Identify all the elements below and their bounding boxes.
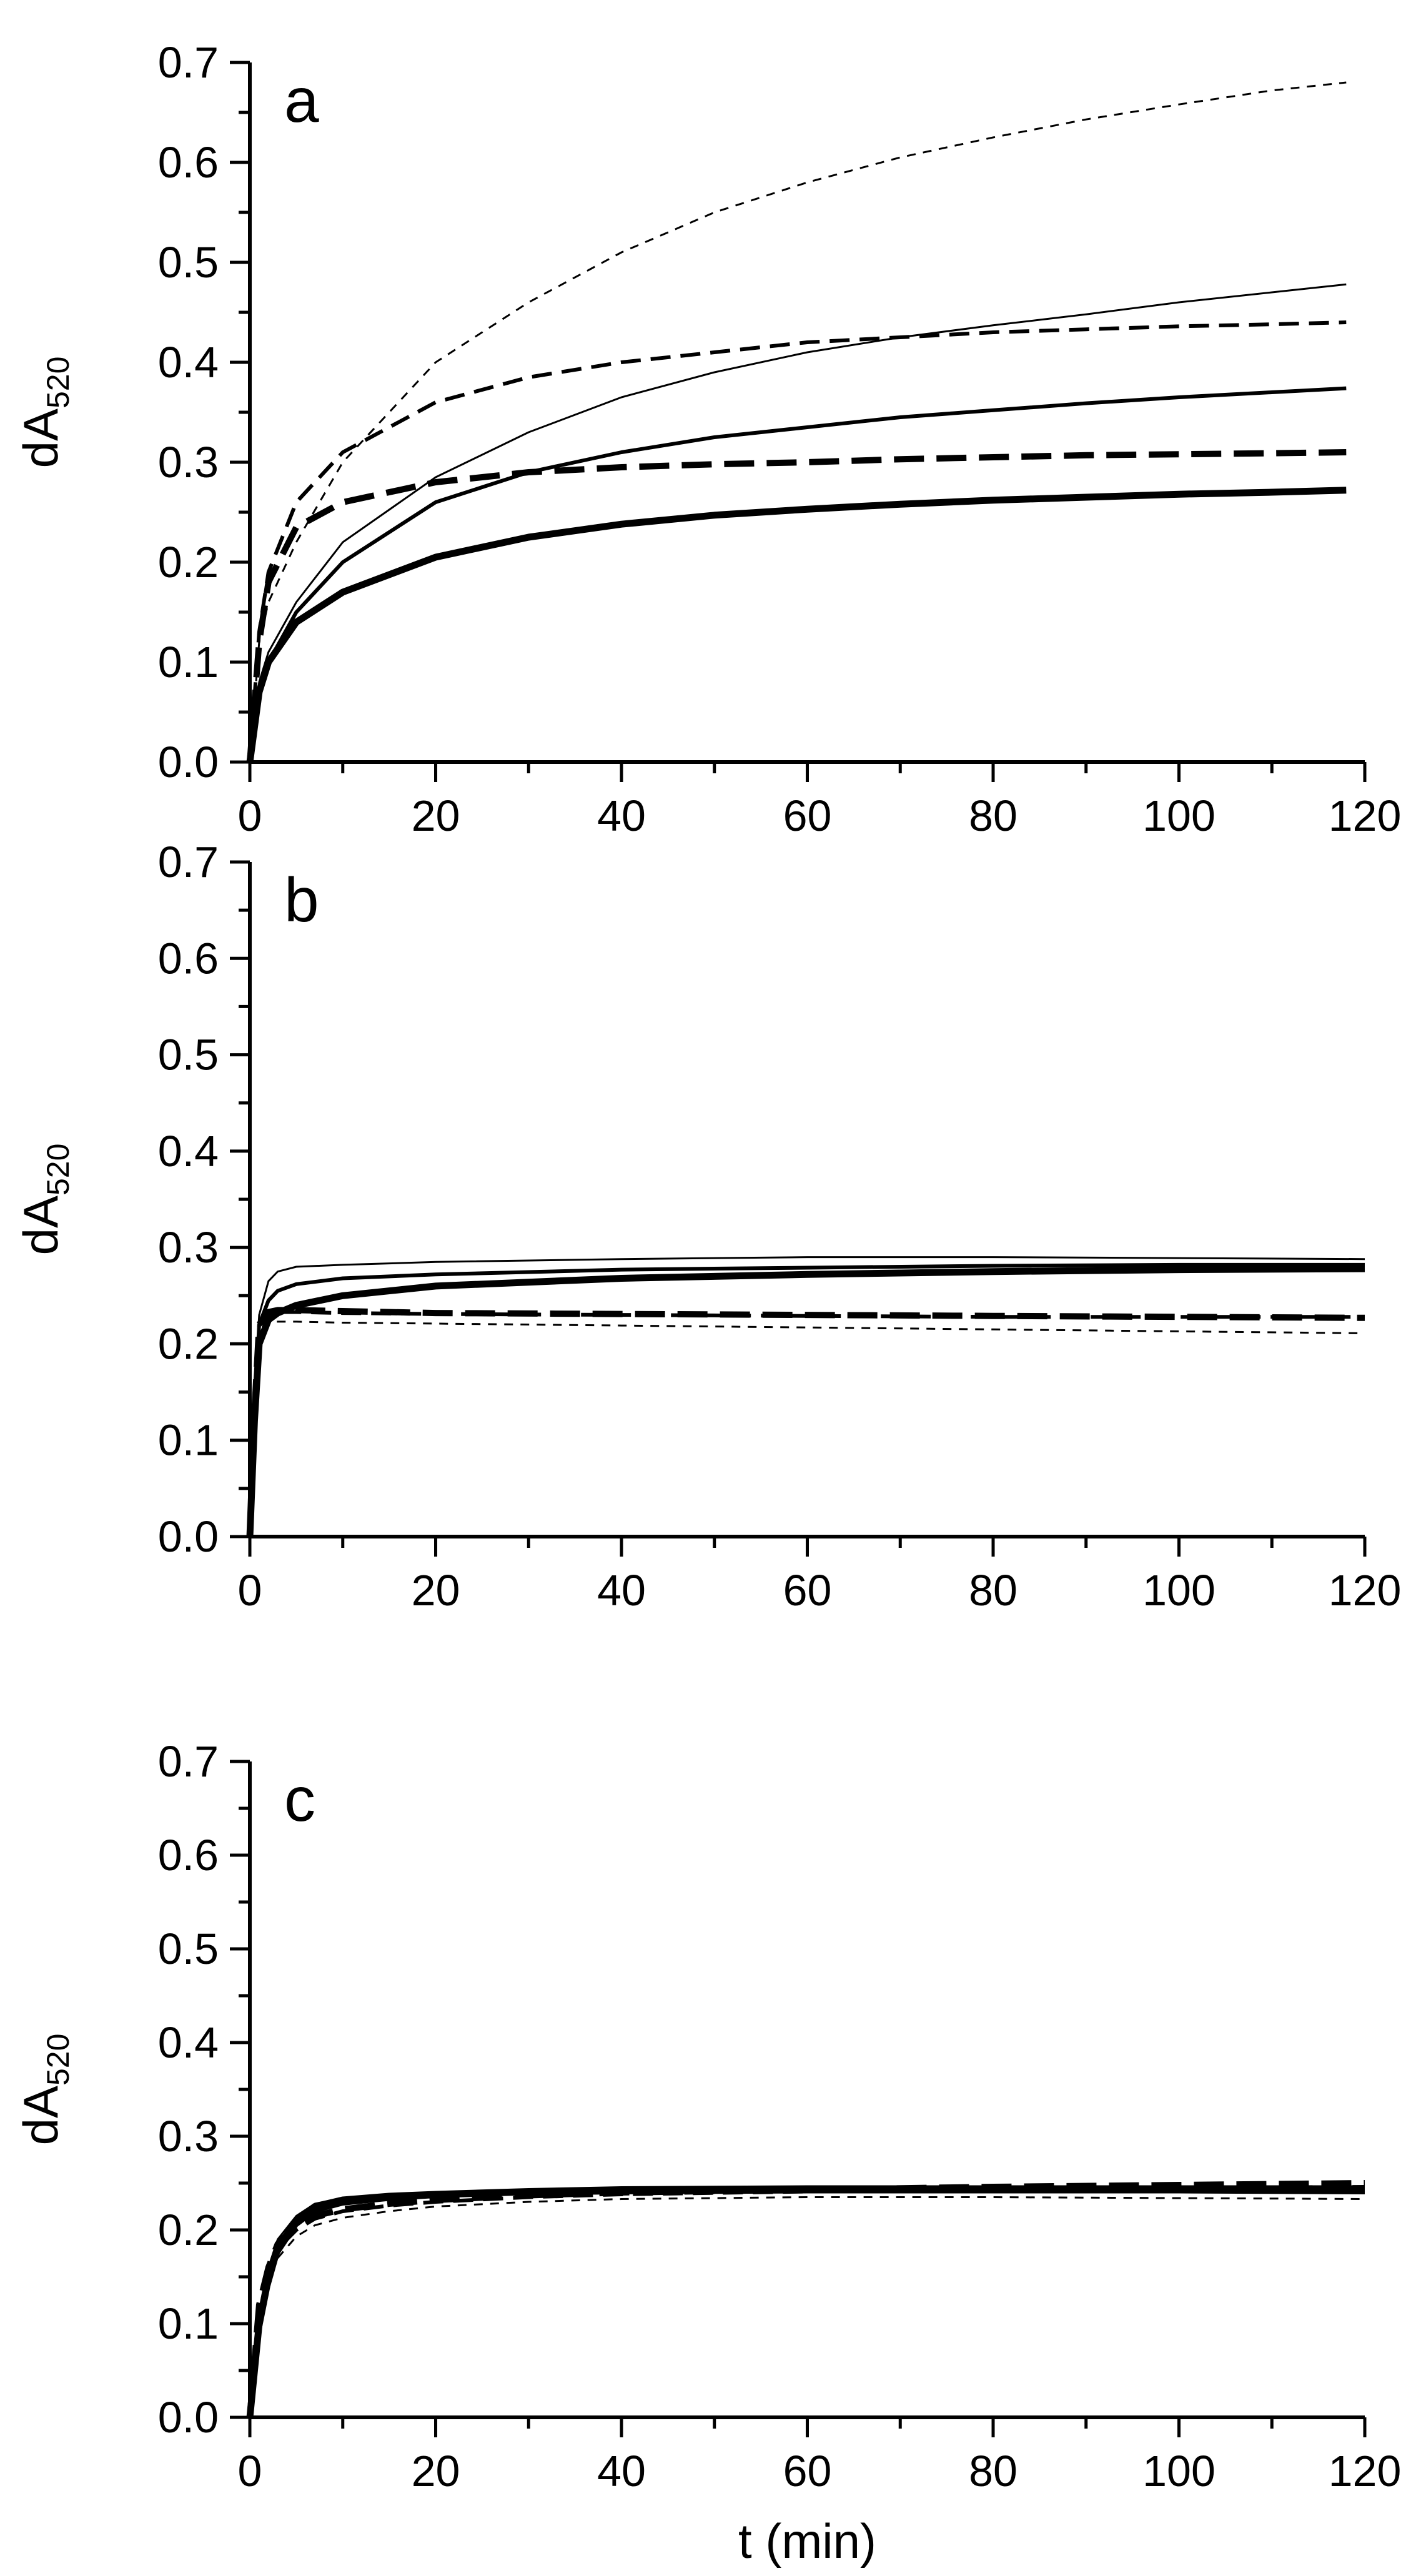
- x-tick-label: 0: [238, 1566, 262, 1615]
- x-tick-label: 80: [969, 791, 1017, 840]
- x-tick-label: 20: [412, 791, 460, 840]
- y-tick-label: 0.0: [158, 1512, 219, 1561]
- panel-b: 0.0 0.1 0.2 0.3 0.4 0.5 0.6 0.7 0 20 40 60 80 100 120 b…: [13, 838, 1401, 1615]
- x-tick-label: 40: [597, 1566, 646, 1615]
- x-tick-label: 100: [1142, 1566, 1216, 1615]
- series-line-1: [249, 1256, 1365, 1537]
- series-line-3: [248, 320, 1347, 763]
- x-tick-label: 0: [238, 2447, 262, 2495]
- y-tick-label: 0.4: [158, 338, 219, 387]
- series-line-1: [249, 81, 1347, 763]
- y-tick-label: 0.4: [158, 2018, 219, 2067]
- y-axis-title: dA520: [13, 1144, 76, 1256]
- panel-c: 0.0 0.1 0.2 0.3 0.4 0.5 0.6 0.7 0 20 40 60 80 100 120 c…: [13, 1737, 1401, 2569]
- x-tick-label: 20: [412, 2447, 460, 2495]
- y-tick-label: 0.6: [158, 138, 219, 187]
- y-tick-label: 0.3: [158, 2112, 219, 2161]
- y-tick-label: 0.2: [158, 2206, 219, 2254]
- y-tick-label: 0.0: [158, 2393, 219, 2442]
- panel-letter: b: [284, 865, 319, 935]
- x-tick-label: 60: [783, 1566, 832, 1615]
- x-tick-label: 120: [1329, 2447, 1402, 2495]
- x-tick-label: 100: [1142, 791, 1216, 840]
- x-tick-label: 0: [238, 791, 262, 840]
- y-tick-label: 0.1: [158, 638, 219, 686]
- x-tick-label: 40: [597, 791, 646, 840]
- x-tick-label: 120: [1329, 1566, 1402, 1615]
- series-line-1: [246, 2185, 1365, 2418]
- y-tick-label: 0.4: [158, 1127, 219, 1176]
- panel-a: 0.0 0.1 0.2 0.3 0.4 0.5 0.6 0.7 0 20 40 60 80 100 120 a…: [13, 38, 1401, 840]
- series-line-5: [248, 1310, 1365, 1537]
- series-line-6: [246, 487, 1347, 763]
- y-tick-label: 0.2: [158, 538, 219, 587]
- y-tick-label: 0.3: [158, 438, 219, 487]
- y-tick-label: 0.7: [158, 838, 219, 886]
- y-axis-title: dA520: [13, 357, 76, 468]
- y-tick-label: 0.6: [158, 934, 219, 983]
- series-line-6: [249, 2196, 1365, 2418]
- series-line-4: [247, 2180, 1365, 2418]
- y-tick-label: 0.7: [158, 38, 219, 87]
- y-tick-label: 0.5: [158, 1031, 219, 1079]
- series-line-2: [248, 2189, 1365, 2418]
- series-line-3: [246, 1265, 1365, 1537]
- x-tick-label: 80: [969, 1566, 1017, 1615]
- panel-letter: c: [284, 1765, 315, 1835]
- y-tick-label: 0.7: [158, 1737, 219, 1786]
- series-line-4: [247, 1307, 1365, 1537]
- x-tick-label: 60: [783, 2447, 832, 2495]
- y-tick-label: 0.1: [158, 2299, 219, 2348]
- series-line-5: [248, 2185, 1365, 2418]
- y-tick-label: 0.5: [158, 238, 219, 287]
- y-tick-label: 0.1: [158, 1416, 219, 1465]
- panel-letter: a: [284, 66, 319, 136]
- y-tick-label: 0.2: [158, 1319, 219, 1368]
- series-line-6: [249, 1320, 1365, 1537]
- x-tick-label: 20: [412, 1566, 460, 1615]
- y-axis-title: dA520: [13, 2034, 76, 2146]
- series-line-2: [248, 1262, 1365, 1537]
- y-tick-label: 0.0: [158, 738, 219, 786]
- x-tick-label: 80: [969, 2447, 1017, 2495]
- y-tick-label: 0.5: [158, 1925, 219, 1973]
- x-axis-title: t (min): [738, 2514, 876, 2569]
- x-tick-label: 120: [1329, 791, 1402, 840]
- x-tick-label: 60: [783, 791, 832, 840]
- x-tick-label: 100: [1142, 2447, 1216, 2495]
- series-line-3: [249, 2186, 1365, 2418]
- series-line-4: [248, 386, 1347, 763]
- y-tick-label: 0.3: [158, 1223, 219, 1272]
- series-line-5: [247, 449, 1347, 763]
- y-tick-label: 0.6: [158, 1831, 219, 1880]
- series-line-2: [249, 283, 1347, 763]
- x-tick-label: 40: [597, 2447, 646, 2495]
